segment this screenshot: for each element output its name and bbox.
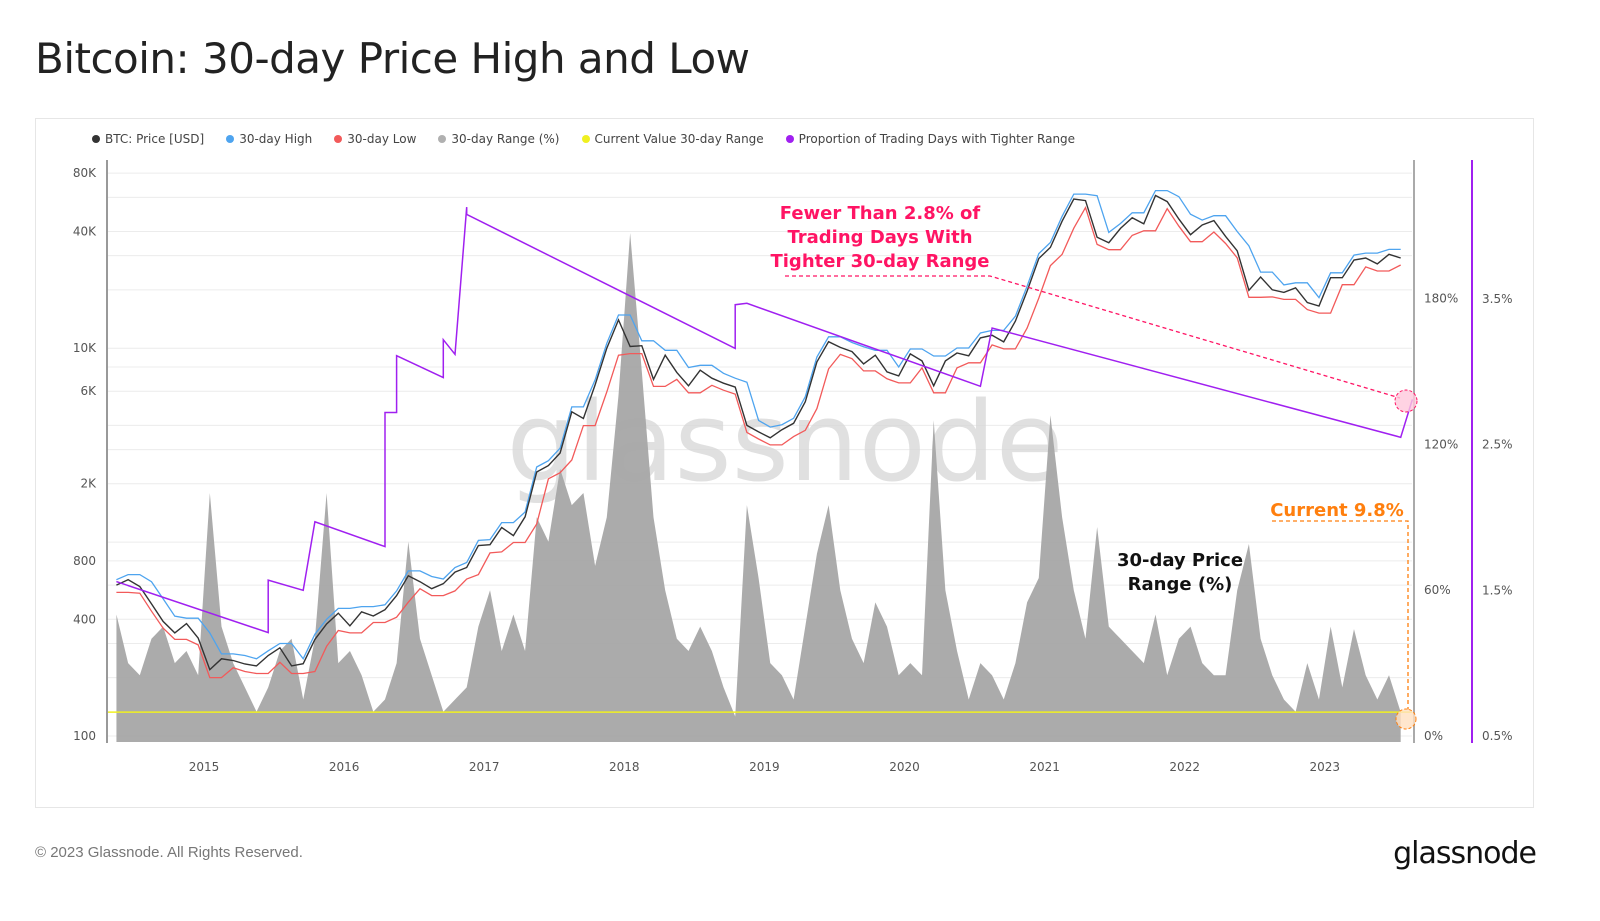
current-annotation-marker [1395, 708, 1417, 730]
y-left-tick-label: 80K [73, 166, 97, 180]
y-proportion-tick-label: 3.5% [1482, 292, 1513, 306]
x-tick-label: 2016 [329, 760, 360, 774]
legend-item-low[interactable]: 30-day Low [334, 132, 416, 146]
legend-dot-icon [438, 135, 447, 143]
x-tick-label: 2022 [1169, 760, 1200, 774]
x-tick-label: 2023 [1310, 760, 1341, 774]
legend-label: BTC: Price [USD] [105, 132, 205, 146]
x-tick-label: 2020 [889, 760, 920, 774]
legend-label: Proportion of Trading Days with Tighter … [798, 132, 1076, 146]
current-annotation: Current 9.8% [1270, 500, 1404, 521]
price-line-series [116, 194, 1401, 671]
legend-label: Current Value 30-day Range [594, 132, 764, 146]
proportion-line-series [116, 207, 1414, 634]
y-range-tick-label: 0% [1424, 729, 1443, 743]
tighter-annotation-marker [1394, 389, 1418, 413]
high-line-series [116, 189, 1401, 661]
page-title: Bitcoin: 30-day Price High and Low [35, 34, 750, 83]
legend-item-proportion[interactable]: Proportion of Trading Days with Tighter … [785, 132, 1076, 146]
tighter-annotation: Fewer Than 2.8% of Trading Days With Tig… [770, 203, 989, 272]
y-range-tick-label: 180% [1424, 292, 1458, 306]
legend-dot-icon [334, 135, 343, 143]
y-range-tick-label: 60% [1424, 583, 1451, 597]
range-label: 30-day Price Range (%) [1117, 550, 1243, 595]
low-line-series [116, 205, 1401, 679]
x-tick-label: 2019 [749, 760, 780, 774]
y-left-tick-label: 400 [73, 612, 96, 626]
y-proportion-tick-label: 0.5% [1482, 729, 1513, 743]
tighter-annotation-line-2: Trading Days With [787, 227, 972, 248]
y-left-tick-label: 800 [73, 554, 96, 568]
range-label-line-2: Range (%) [1128, 574, 1233, 595]
tighter-annotation-leader [785, 275, 1401, 399]
x-tick-label: 2018 [609, 760, 640, 774]
legend-dot-icon [226, 135, 235, 143]
x-tick-label: 2017 [469, 760, 500, 774]
legend-dot-icon [581, 135, 590, 143]
y-left-tick-label: 6K [80, 384, 97, 398]
y-left-tick-label: 2K [80, 477, 97, 491]
legend-dot-icon [92, 135, 100, 143]
legend-item-high[interactable]: 30-day High [226, 132, 312, 146]
range-label-line-1: 30-day Price [1117, 550, 1243, 571]
legend-item-price[interactable]: BTC: Price [USD] [92, 132, 204, 146]
y-proportion-tick-label: 1.5% [1482, 583, 1513, 597]
tighter-annotation-line-1: Fewer Than 2.8% of [780, 203, 981, 224]
legend-label: 30-day Range (%) [451, 132, 560, 146]
legend-label: 30-day Low [347, 132, 417, 146]
x-tick-label: 2015 [189, 760, 220, 774]
tighter-annotation-line-3: Tighter 30-day Range [770, 251, 989, 272]
legend-dot-icon [785, 135, 794, 143]
legend: BTC: Price [USD] 30-day High 30-day Low … [92, 132, 1075, 146]
legend-item-range[interactable]: 30-day Range (%) [438, 132, 560, 146]
y-left-tick-label: 10K [73, 341, 97, 355]
y-proportion-tick-label: 2.5% [1482, 438, 1513, 452]
current-annotation-leader [1272, 520, 1409, 710]
copyright: © 2023 Glassnode. All Rights Reserved. [35, 844, 303, 861]
y-left-tick-label: 100 [73, 729, 96, 743]
x-tick-label: 2021 [1029, 760, 1060, 774]
y-left-tick-label: 40K [73, 224, 97, 238]
legend-label: 30-day High [239, 132, 313, 146]
range-area-series [116, 232, 1401, 743]
y-range-tick-label: 120% [1424, 437, 1458, 451]
chart-card [35, 118, 1534, 808]
legend-item-current[interactable]: Current Value 30-day Range [581, 132, 764, 146]
glassnode-logo: glassnode [1393, 836, 1537, 871]
